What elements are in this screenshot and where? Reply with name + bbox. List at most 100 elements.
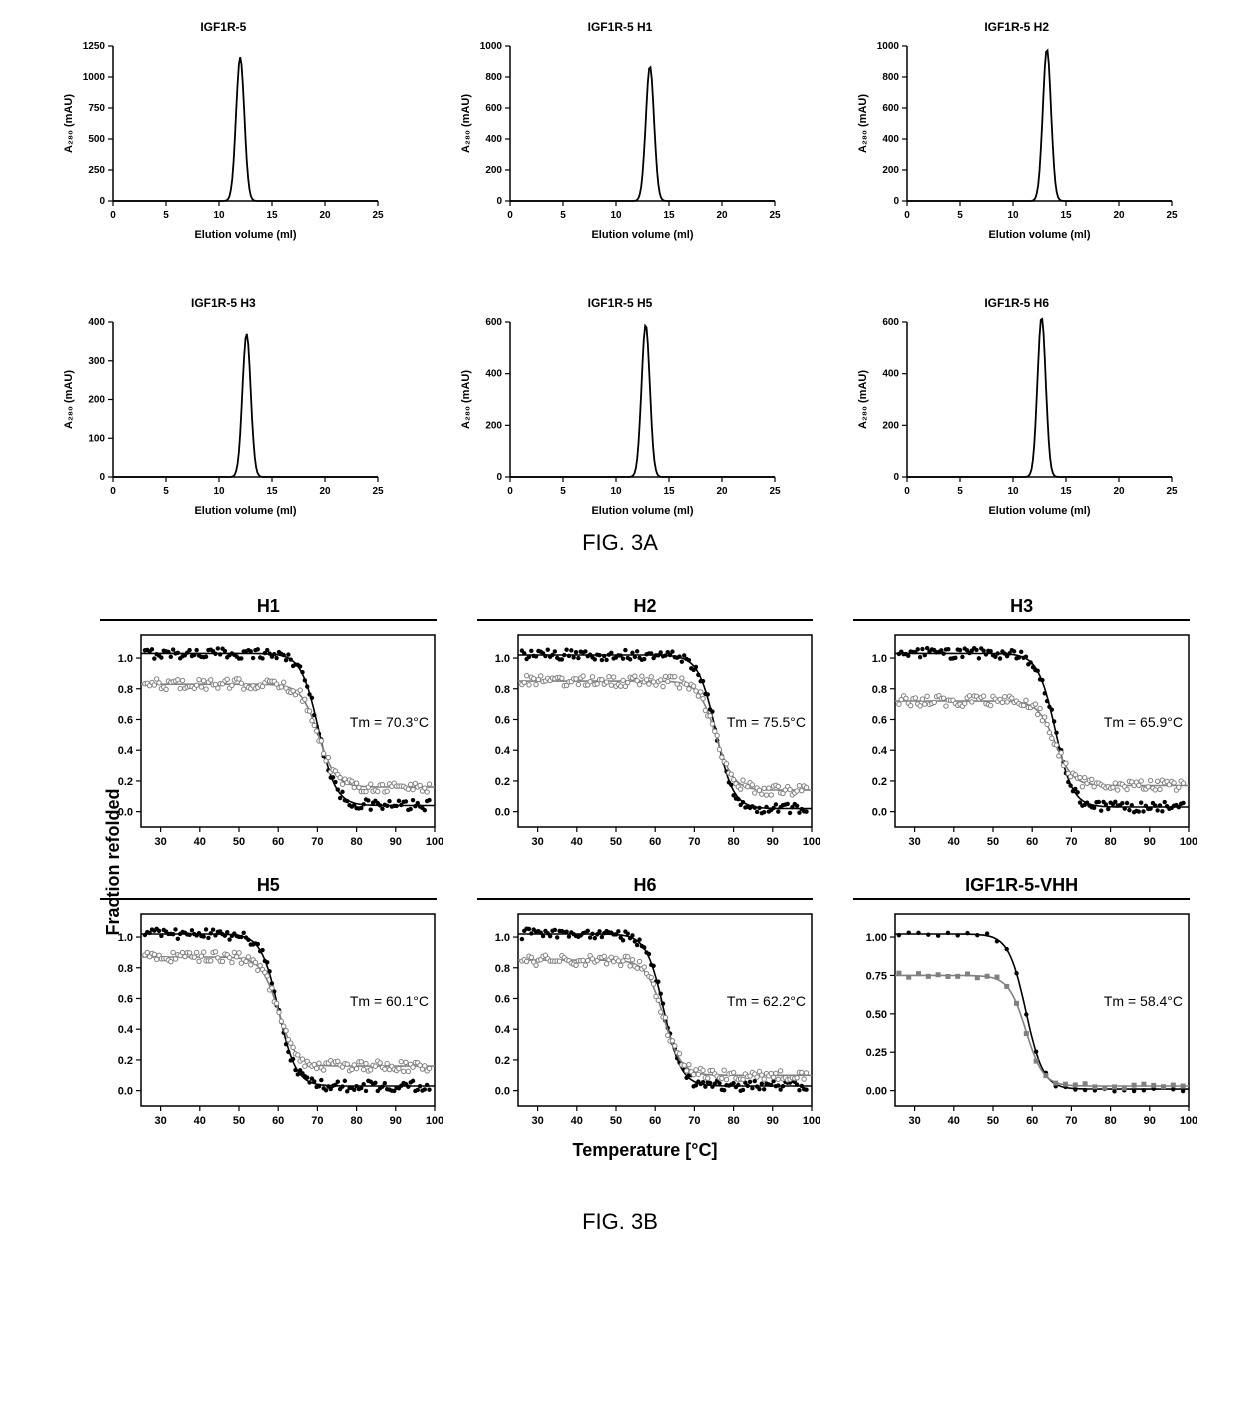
svg-text:10: 10 [1007,210,1019,221]
svg-text:100: 100 [803,836,820,848]
svg-text:20: 20 [1113,210,1125,221]
svg-text:15: 15 [267,486,279,497]
elution-panel: IGF1R-5 H305101520250100200300400Elution… [40,296,407,522]
svg-text:60: 60 [1026,836,1038,848]
svg-text:0: 0 [496,472,502,483]
svg-text:0.6: 0.6 [495,714,510,726]
svg-text:0.8: 0.8 [871,684,886,696]
tm-label: Tm = 70.3°C [350,714,429,730]
svg-text:400: 400 [882,369,899,380]
svg-text:0.4: 0.4 [495,1024,511,1036]
svg-text:100: 100 [1179,836,1196,848]
svg-text:70: 70 [688,836,700,848]
svg-text:0.6: 0.6 [118,993,133,1005]
svg-text:0.0: 0.0 [118,1086,133,1098]
svg-text:80: 80 [1104,1115,1116,1127]
figure-3a-grid: IGF1R-50510152025025050075010001250Eluti… [40,20,1200,522]
svg-text:500: 500 [89,134,106,145]
svg-text:15: 15 [663,486,675,497]
elution-chart: 05101520250200400600Elution volume (ml)A… [455,312,785,522]
melt-panel-title: H5 [100,875,437,900]
figure-3b-grid: H1304050607080901000.00.20.40.60.81.0Tm … [90,596,1200,1134]
elution-panel: IGF1R-5 H2051015202502004006008001000Elu… [833,20,1200,246]
svg-text:300: 300 [89,356,106,367]
tm-label: Tm = 58.4°C [1104,993,1183,1009]
svg-text:750: 750 [89,103,106,114]
figure-3b-label: FIG. 3B [40,1209,1200,1235]
svg-text:A₂₈₀ (mAU): A₂₈₀ (mAU) [857,370,869,429]
svg-text:40: 40 [194,836,206,848]
svg-text:60: 60 [1026,1115,1038,1127]
svg-text:200: 200 [882,165,899,176]
svg-text:0.8: 0.8 [118,684,133,696]
melt-chart: 304050607080901000.00.20.40.60.81.0Tm = … [93,904,443,1134]
elution-chart: 05101520250200400600Elution volume (ml)A… [852,312,1182,522]
svg-text:0.8: 0.8 [495,684,510,696]
svg-text:30: 30 [531,1115,543,1127]
svg-text:40: 40 [947,836,959,848]
svg-text:80: 80 [1104,836,1116,848]
svg-text:20: 20 [320,486,332,497]
svg-text:1000: 1000 [876,41,899,52]
figure-3a-label: FIG. 3A [40,530,1200,556]
svg-text:70: 70 [1065,836,1077,848]
svg-text:0.2: 0.2 [495,776,510,788]
svg-text:1000: 1000 [83,72,106,83]
svg-text:0.4: 0.4 [118,745,134,757]
melt-panel: H6304050607080901000.00.20.40.60.81.0Tm … [467,875,824,1134]
svg-text:0.4: 0.4 [118,1024,134,1036]
svg-text:70: 70 [312,1115,324,1127]
svg-text:10: 10 [610,486,622,497]
svg-text:100: 100 [89,433,106,444]
svg-text:80: 80 [727,836,739,848]
elution-panel-title: IGF1R-5 H3 [40,296,407,310]
melt-panel-title: IGF1R-5-VHH [853,875,1190,900]
svg-text:0.50: 0.50 [865,1009,886,1021]
svg-text:0: 0 [904,486,910,497]
svg-text:Elution volume (ml): Elution volume (ml) [988,229,1090,241]
svg-text:90: 90 [767,1115,779,1127]
svg-text:0: 0 [893,472,899,483]
svg-text:90: 90 [390,1115,402,1127]
elution-panel-title: IGF1R-5 H6 [833,296,1200,310]
tm-label: Tm = 60.1°C [350,993,429,1009]
svg-text:A₂₈₀ (mAU): A₂₈₀ (mAU) [63,370,75,429]
svg-text:20: 20 [1113,486,1125,497]
svg-text:10: 10 [214,210,226,221]
svg-text:0: 0 [496,196,502,207]
svg-text:400: 400 [485,134,502,145]
elution-panel: IGF1R-50510152025025050075010001250Eluti… [40,20,407,246]
svg-text:5: 5 [957,486,963,497]
svg-text:80: 80 [351,1115,363,1127]
svg-text:200: 200 [485,420,502,431]
svg-text:40: 40 [571,1115,583,1127]
tm-label: Tm = 65.9°C [1104,714,1183,730]
svg-text:5: 5 [560,486,566,497]
svg-text:0.00: 0.00 [865,1086,886,1098]
svg-text:600: 600 [485,317,502,328]
elution-panel-title: IGF1R-5 [40,20,407,34]
svg-text:0: 0 [507,486,513,497]
svg-text:400: 400 [882,134,899,145]
svg-text:20: 20 [716,486,728,497]
svg-text:0.2: 0.2 [871,776,886,788]
svg-text:0.2: 0.2 [118,1055,133,1067]
svg-text:100: 100 [426,836,443,848]
svg-text:100: 100 [1179,1115,1196,1127]
svg-text:5: 5 [164,486,170,497]
melt-panel-title: H6 [477,875,814,900]
svg-text:Elution volume (ml): Elution volume (ml) [988,505,1090,517]
svg-text:60: 60 [649,836,661,848]
svg-text:60: 60 [649,1115,661,1127]
svg-text:0: 0 [111,210,117,221]
svg-text:100: 100 [426,1115,443,1127]
svg-text:10: 10 [1007,486,1019,497]
svg-text:0.4: 0.4 [871,745,887,757]
svg-text:90: 90 [1143,836,1155,848]
svg-text:A₂₈₀ (mAU): A₂₈₀ (mAU) [460,94,472,153]
svg-text:50: 50 [610,836,622,848]
svg-text:60: 60 [272,1115,284,1127]
svg-text:0: 0 [904,210,910,221]
svg-text:200: 200 [882,420,899,431]
svg-text:1.0: 1.0 [118,653,133,665]
